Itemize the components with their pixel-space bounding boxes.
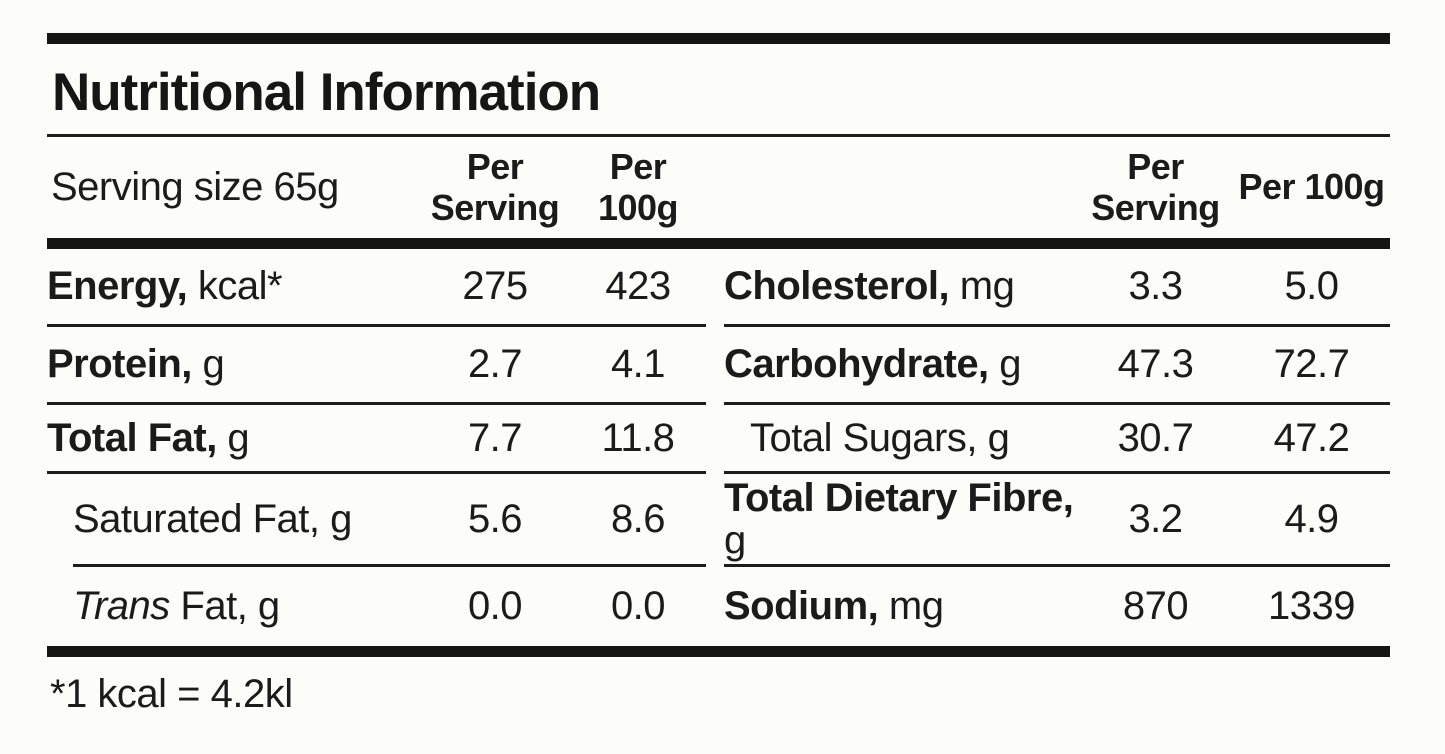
- nutrient-name: Trans Fat, g: [73, 584, 280, 629]
- right-per-100g-header: Per 100g: [1238, 166, 1385, 208]
- value-per-100g: 5.0: [1284, 264, 1339, 308]
- nutrient-name: Cholesterol, mg: [724, 264, 1015, 309]
- value-per-serving: 7.7: [467, 415, 523, 460]
- top-rule: [47, 33, 1390, 44]
- row-protein: Protein, g 2.7 4.1: [47, 327, 706, 402]
- title-divider: [47, 134, 1390, 137]
- right-label-header-empty: [724, 137, 1078, 238]
- row-divider: [47, 471, 706, 474]
- row-dietary-fibre: Total Dietary Fibre, g 3.2 4.9: [724, 474, 1390, 564]
- serving-size-label: Serving size 65g: [51, 165, 339, 210]
- value-per-serving: 5.6: [467, 496, 523, 541]
- row-divider: [724, 402, 1390, 405]
- value-per-100g: 1339: [1268, 584, 1355, 628]
- left-per-serving-header: Per Serving: [430, 146, 560, 228]
- title-band: Nutritional Information: [47, 44, 1390, 134]
- row-trans-fat: Trans Fat, g 0.0 0.0: [47, 567, 706, 646]
- row-total-sugars: Total Sugars, g 30.7 47.2: [724, 405, 1390, 471]
- header-rule: [47, 238, 1390, 249]
- left-column-group: Energy, kcal* 275 423 Protein, g 2.7 4.1: [47, 249, 706, 646]
- value-per-100g: 11.8: [601, 415, 675, 460]
- value-per-serving: 47.3: [1117, 342, 1194, 386]
- row-divider: [47, 324, 706, 327]
- value-per-100g: 4.9: [1284, 496, 1339, 541]
- value-per-100g: 0.0: [610, 584, 666, 628]
- value-per-serving: 275: [462, 264, 528, 308]
- page-title: Nutritional Information: [52, 62, 601, 122]
- row-saturated-fat: Saturated Fat, g 5.6 8.6: [47, 474, 706, 564]
- column-header-row: Serving size 65g Per Serving Per 100g Pe…: [47, 137, 1390, 238]
- column-gap: [706, 137, 724, 238]
- value-per-100g: 47.2: [1273, 415, 1350, 460]
- value-per-serving: 2.7: [467, 342, 523, 386]
- value-per-serving: 870: [1122, 584, 1189, 628]
- label-content: Nutritional Information Serving size 65g…: [47, 33, 1390, 717]
- value-per-100g: 423: [605, 264, 671, 308]
- nutrient-name: Saturated Fat, g: [73, 496, 352, 541]
- nutrient-name: Sodium, mg: [724, 584, 944, 629]
- row-divider: [724, 471, 1390, 474]
- table-middle-gap: [706, 249, 724, 646]
- value-per-serving: 0.0: [467, 584, 523, 628]
- value-per-serving: 30.7: [1117, 415, 1194, 460]
- left-per-100g-header: Per 100g: [597, 146, 679, 228]
- row-divider: [47, 402, 706, 405]
- row-divider: [724, 564, 1390, 567]
- right-column-group: Cholesterol, mg 3.3 5.0 Carbohydrate, g …: [724, 249, 1390, 646]
- value-per-serving: 3.3: [1128, 264, 1183, 308]
- nutrient-name: Protein, g: [47, 342, 225, 387]
- row-sodium: Sodium, mg 870 1339: [724, 567, 1390, 646]
- value-per-serving: 3.2: [1128, 496, 1183, 541]
- row-divider-indented: [73, 564, 706, 567]
- nutrient-name: Energy, kcal*: [47, 264, 283, 309]
- right-per-serving-header: Per Serving: [1091, 146, 1220, 228]
- row-energy: Energy, kcal* 275 423: [47, 249, 706, 324]
- value-per-100g: 72.7: [1273, 342, 1350, 386]
- value-per-100g: 4.1: [610, 342, 666, 386]
- value-per-100g: 8.6: [610, 496, 666, 541]
- row-divider: [724, 324, 1390, 327]
- row-cholesterol: Cholesterol, mg 3.3 5.0: [724, 249, 1390, 324]
- nutrient-name: Total Fat, g: [47, 415, 250, 460]
- bottom-rule: [47, 646, 1390, 657]
- row-total-fat: Total Fat, g 7.7 11.8: [47, 405, 706, 471]
- nutrient-table-body: Energy, kcal* 275 423 Protein, g 2.7 4.1: [47, 249, 1390, 646]
- nutrient-name: Carbohydrate, g: [724, 342, 1022, 387]
- nutrient-name: Total Sugars, g: [750, 415, 1010, 460]
- row-carbohydrate: Carbohydrate, g 47.3 72.7: [724, 327, 1390, 402]
- nutrient-name: Total Dietary Fibre, g: [724, 475, 1074, 562]
- kcal-footnote: *1 kcal = 4.2kl: [50, 672, 293, 716]
